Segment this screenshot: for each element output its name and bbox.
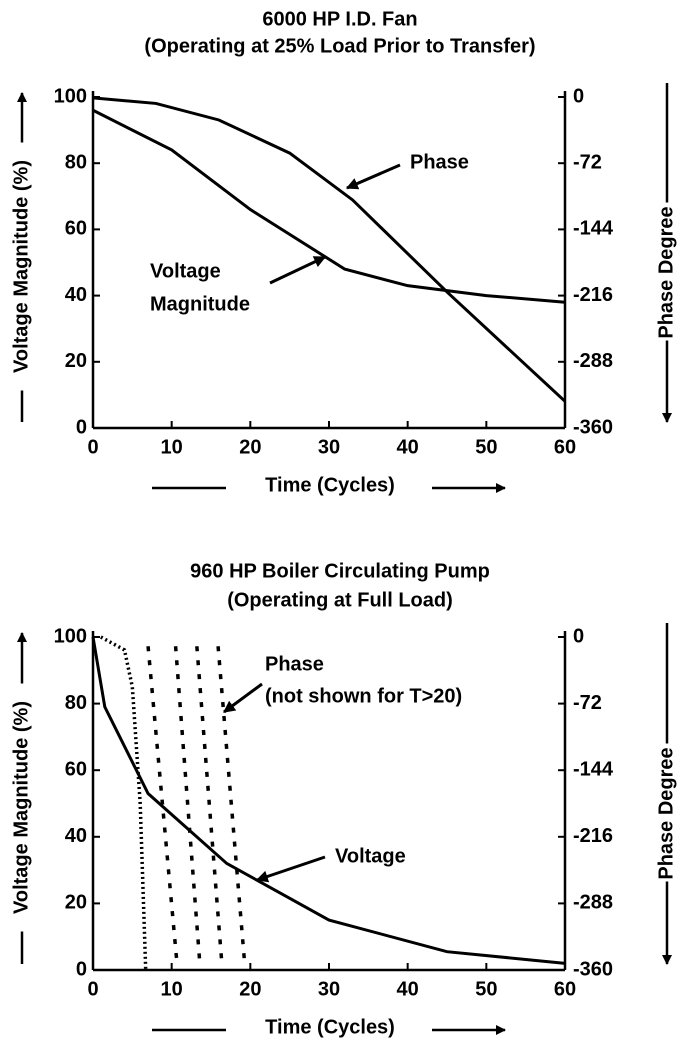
annotation: (not shown for T>20): [265, 685, 462, 707]
data-line: [92, 108, 566, 304]
y2-tick-label: 0: [573, 625, 584, 647]
y-tick-label: 0: [76, 416, 87, 438]
annotation-arrow: [345, 163, 401, 190]
y2-tick-label: -216: [573, 284, 613, 306]
data-line: [91, 636, 566, 965]
chart-title: (Operating at Full Load): [227, 589, 453, 611]
chart-title: 960 HP Boiler Circulating Pump: [190, 560, 490, 582]
y2-tick-label: -216: [573, 825, 613, 847]
data-line: [92, 96, 567, 403]
chart-title: (Operating at 25% Load Prior to Transfer…: [144, 35, 535, 57]
y-tick-label: 80: [65, 692, 87, 714]
y2-axis-label: Phase Degree: [655, 747, 677, 879]
data-line: [173, 646, 202, 966]
y2-tick-label: -144: [573, 758, 614, 780]
annotation: Voltage: [335, 845, 406, 867]
y-tick-label: 60: [65, 758, 87, 780]
x-tick-label: 30: [318, 978, 340, 1000]
x-tick-label: 0: [87, 436, 98, 458]
y2-tick-label: -72: [573, 692, 602, 714]
y2-tick-label: -360: [573, 416, 613, 438]
y-axis-label: Voltage Magnitude (%): [10, 160, 32, 373]
annotation: Phase: [410, 151, 469, 173]
annotation: Voltage: [150, 260, 221, 282]
chart-title: 6000 HP I.D. Fan: [262, 8, 417, 30]
y-tick-label: 20: [65, 350, 87, 372]
data-line: [146, 646, 179, 966]
data-line: [100, 635, 148, 971]
x-tick-label: 20: [239, 436, 261, 458]
x-tick-label: 60: [554, 436, 576, 458]
y-tick-label: 40: [65, 825, 87, 847]
annotation-arrow: [255, 855, 326, 883]
x-tick-label: 30: [318, 436, 340, 458]
x-axis-label: Time (Cycles): [265, 474, 395, 496]
x-tick-label: 0: [87, 978, 98, 1000]
annotation-arrow: [223, 682, 263, 714]
y2-tick-label: -144: [573, 218, 614, 240]
y-tick-label: 80: [65, 151, 87, 173]
y2-tick-label: -360: [573, 958, 613, 980]
y-tick-label: 0: [76, 958, 87, 980]
x-tick-label: 10: [161, 978, 183, 1000]
x-axis-label: Time (Cycles): [265, 1016, 395, 1038]
y2-tick-label: -288: [573, 350, 613, 372]
x-tick-label: 40: [397, 436, 419, 458]
y2-tick-label: -288: [573, 892, 613, 914]
x-tick-label: 20: [239, 978, 261, 1000]
data-line: [216, 646, 247, 966]
x-tick-label: 50: [475, 978, 497, 1000]
y2-tick-label: -72: [573, 151, 602, 173]
x-tick-label: 40: [397, 978, 419, 1000]
y2-axis-label: Phase Degree: [655, 206, 677, 338]
annotation-arrow: [269, 255, 327, 285]
annotation: Phase: [265, 653, 324, 675]
data-line: [195, 646, 224, 966]
y-tick-label: 100: [54, 625, 87, 647]
y2-tick-label: 0: [573, 85, 584, 107]
y-tick-label: 40: [65, 284, 87, 306]
annotation: Magnitude: [150, 293, 250, 315]
x-tick-label: 60: [554, 978, 576, 1000]
x-tick-label: 10: [161, 436, 183, 458]
y-tick-label: 60: [65, 218, 87, 240]
y-axis-label: Voltage Magnitude (%): [10, 701, 32, 914]
y-tick-label: 20: [65, 892, 87, 914]
x-tick-label: 50: [475, 436, 497, 458]
y-tick-label: 100: [54, 85, 87, 107]
